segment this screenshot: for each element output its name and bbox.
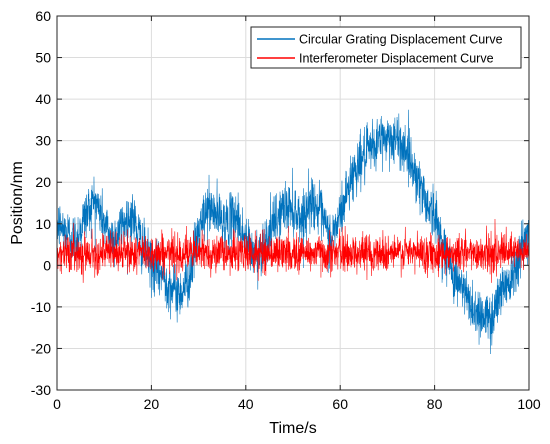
x-tick-label: 80 bbox=[427, 396, 443, 412]
y-tick-label: 30 bbox=[35, 133, 51, 149]
y-tick-label: -20 bbox=[31, 340, 51, 356]
legend: Circular Grating Displacement Curve Inte… bbox=[250, 26, 522, 69]
x-tick-label: 40 bbox=[238, 396, 254, 412]
y-tick-label: -10 bbox=[31, 299, 51, 315]
axis-ticks: 0 20 40 60 80 100 -30 -20 -10 0 10 20 30 40 50 60 bbox=[31, 8, 541, 412]
y-tick-label: 40 bbox=[35, 91, 51, 107]
legend-entry-interferometer: Interferometer Displacement Curve bbox=[299, 52, 494, 66]
y-tick-label: 10 bbox=[35, 216, 51, 232]
plot-area-frame bbox=[56, 15, 530, 391]
series-lines bbox=[56, 109, 530, 354]
x-tick-label: 20 bbox=[144, 396, 160, 412]
y-tick-label: 60 bbox=[35, 8, 51, 24]
y-tick-label: 50 bbox=[35, 50, 51, 66]
grid bbox=[57, 16, 529, 390]
x-tick-label: 100 bbox=[517, 396, 541, 412]
y-axis-label: Position/nm bbox=[9, 161, 26, 245]
legend-entry-circular-grating: Circular Grating Displacement Curve bbox=[299, 33, 503, 47]
y-tick-label: 20 bbox=[35, 174, 51, 190]
x-axis-label: Time/s bbox=[269, 420, 316, 437]
y-tick-label: -30 bbox=[31, 382, 51, 398]
series-line-interferometer bbox=[56, 219, 530, 283]
legend-box bbox=[250, 26, 522, 69]
x-tick-label: 60 bbox=[332, 396, 348, 412]
x-tick-label: 0 bbox=[53, 396, 61, 412]
y-tick-label: 0 bbox=[43, 257, 51, 273]
